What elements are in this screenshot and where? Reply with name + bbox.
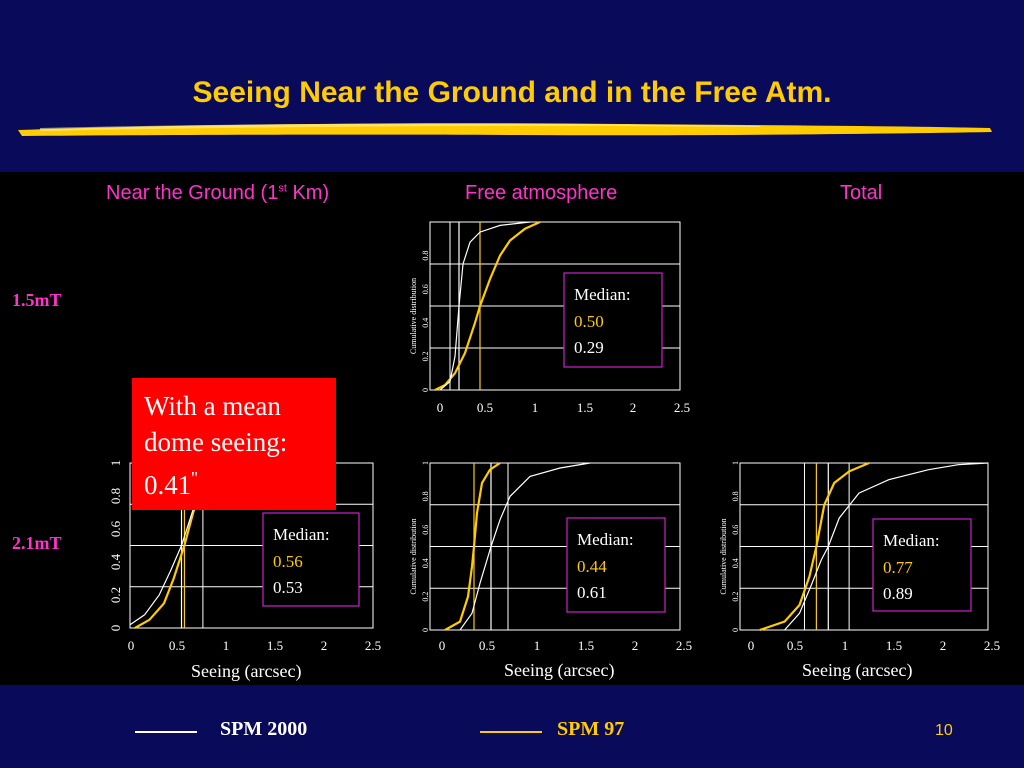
total-2.1mT-x-tick-label: 1.5 xyxy=(886,638,902,653)
free-atmosphere-1.5mT-x-tick-label: 0 xyxy=(437,400,444,415)
total-2.1mT-curve-spm-97 xyxy=(759,461,870,632)
near-ground-2.1mT-median-box xyxy=(262,512,360,607)
legend-label-spm97: SPM 97 xyxy=(557,718,625,740)
free-atmosphere-2.1mT-curve-spm-2000 xyxy=(459,462,591,631)
free-atmosphere-2.1mT-median-spm2000: 0.61 xyxy=(577,583,607,602)
near-ground-2.1mT-y-tick-label: 0.8 xyxy=(108,488,123,504)
free-atmosphere-2.1mT-y-tick-label: 1 xyxy=(421,461,430,465)
total-2.1mT-x-tick-label: 0.5 xyxy=(787,638,803,653)
free-atmosphere-1.5mT-y-tick-label: 0.2 xyxy=(421,351,430,361)
legend-line-spm97 xyxy=(480,731,542,733)
near-ground-2.1mT-x-tick-label: 2.5 xyxy=(365,638,381,653)
page-number: 10 xyxy=(935,722,953,739)
total-2.1mT-y-tick-label: 0 xyxy=(731,628,740,632)
near-ground-2.1mT-y-tick-label: 0 xyxy=(108,625,123,632)
free-atmosphere-1.5mT-median-spm2000: 0.29 xyxy=(574,338,604,357)
near-ground-2.1mT-y-tick-label: 1 xyxy=(108,460,123,467)
free-atmosphere-1.5mT-median-spm97: 0.50 xyxy=(574,312,604,331)
total-2.1mT-median-label: Median: xyxy=(883,531,940,550)
dome-seeing-callout: With a mean dome seeing: 0.41'' xyxy=(132,378,336,510)
legend-line-spm2000 xyxy=(135,731,197,733)
free-atmosphere-2.1mT-x-tick-label: 1.5 xyxy=(578,638,594,653)
total-2.1mT-y-tick-label: 0.2 xyxy=(731,592,740,602)
near-ground-2.1mT-x-tick-label: 1.5 xyxy=(267,638,283,653)
free-atmosphere-1.5mT-x-tick-label: 0.5 xyxy=(477,400,493,415)
free-atmosphere-1.5mT-y-axis-title: Cumulative distribution xyxy=(409,278,418,354)
total-2.1mT-median-spm2000: 0.89 xyxy=(883,584,913,603)
free-atmosphere-2.1mT-x-tick-label: 0.5 xyxy=(479,638,495,653)
total-2.1mT-y-tick-label: 0.4 xyxy=(731,558,740,568)
free-atmosphere-1.5mT-curve-spm-2000 xyxy=(439,221,531,391)
total-2.1mT-curve-spm-2000 xyxy=(784,462,989,631)
free-atmosphere-2.1mT-median-box xyxy=(566,517,666,613)
free-atmosphere-1.5mT-y-tick-label: 0.8 xyxy=(421,251,430,261)
near-ground-2.1mT-median-spm97: 0.56 xyxy=(273,552,303,571)
x-axis-title-total: Seeing (arcsec) xyxy=(796,658,919,683)
free-atmosphere-2.1mT-x-tick-label: 0 xyxy=(439,638,446,653)
free-atmosphere-1.5mT-median-box xyxy=(563,272,663,368)
total-2.1mT-x-tick-label: 0 xyxy=(748,638,755,653)
total-2.1mT-x-tick-label: 2.5 xyxy=(984,638,1000,653)
free-atmosphere-1.5mT-x-tick-label: 1.5 xyxy=(577,400,593,415)
near-ground-2.1mT-y-tick-label: 0.6 xyxy=(108,520,123,537)
total-2.1mT-median-box xyxy=(872,518,972,612)
total-2.1mT-y-tick-label: 0.6 xyxy=(731,525,740,535)
x-axis-title-near-ground: Seeing (arcsec) xyxy=(185,659,308,684)
free-atmosphere-2.1mT-median-label: Median: xyxy=(577,530,634,549)
total-2.1mT-median-spm97: 0.77 xyxy=(883,558,913,577)
near-ground-2.1mT-y-tick-label: 0.2 xyxy=(108,587,123,603)
column-header-near-ground: Near the Ground (1st Km) xyxy=(106,182,330,204)
free-atmosphere-2.1mT-y-tick-label: 0.6 xyxy=(421,525,430,535)
near-ground-2.1mT-x-tick-label: 1 xyxy=(223,638,230,653)
free-atmosphere-2.1mT-y-tick-label: 0.4 xyxy=(421,558,430,568)
free-atmosphere-2.1mT-y-axis-title: Cumulative distribution xyxy=(409,518,418,594)
free-atmosphere-1.5mT-y-tick-label: 0 xyxy=(421,388,430,392)
free-atmosphere-2.1mT-y-tick-label: 0 xyxy=(421,628,430,632)
near-ground-2.1mT-x-tick-label: 0 xyxy=(128,638,135,653)
free-atmosphere-2.1mT-x-tick-label: 2 xyxy=(632,638,639,653)
near-ground-2.1mT-median-spm2000: 0.53 xyxy=(273,578,303,597)
free-atmosphere-1.5mT-x-tick-label: 1 xyxy=(532,400,539,415)
total-2.1mT-y-axis-title: Cumulative distribution xyxy=(719,518,728,594)
total-2.1mT-x-tick-label: 1 xyxy=(842,638,849,653)
near-ground-2.1mT-median-label: Median: xyxy=(273,525,330,544)
legend-label-spm2000: SPM 2000 xyxy=(220,718,308,740)
column-header-free-atmosphere: Free atmosphere xyxy=(465,182,618,204)
free-atmosphere-2.1mT-median-spm97: 0.44 xyxy=(577,557,607,576)
row-label-1-5mT: 1.5mT xyxy=(12,290,62,310)
x-axis-title-free-atmosphere: Seeing (arcsec) xyxy=(498,658,621,683)
column-header-total: Total xyxy=(840,182,883,204)
free-atmosphere-1.5mT-y-tick-label: 0.6 xyxy=(421,284,430,294)
free-atmosphere-1.5mT-median-label: Median: xyxy=(574,285,631,304)
free-atmosphere-2.1mT-y-tick-label: 0.8 xyxy=(421,491,430,501)
free-atmosphere-1.5mT-x-tick-label: 2 xyxy=(630,400,637,415)
slide-title: Seeing Near the Ground and in the Free A… xyxy=(192,76,832,109)
near-ground-2.1mT-y-tick-label: 0.4 xyxy=(108,553,123,570)
near-ground-2.1mT-x-tick-label: 0.5 xyxy=(169,638,185,653)
title-underline-stroke xyxy=(18,123,992,136)
free-atmosphere-2.1mT-x-tick-label: 1 xyxy=(534,638,541,653)
free-atmosphere-1.5mT-x-tick-label: 2.5 xyxy=(674,400,690,415)
free-atmosphere-2.1mT-x-tick-label: 2.5 xyxy=(676,638,692,653)
row-label-2-1mT: 2.1mT xyxy=(12,533,62,553)
near-ground-2.1mT-x-tick-label: 2 xyxy=(321,638,328,653)
total-2.1mT-y-tick-label: 0.8 xyxy=(731,491,740,501)
free-atmosphere-2.1mT-y-tick-label: 0.2 xyxy=(421,592,430,602)
total-2.1mT-y-tick-label: 1 xyxy=(731,461,740,465)
free-atmosphere-2.1mT-curve-spm-97 xyxy=(444,462,501,631)
free-atmosphere-1.5mT-curve-spm-97 xyxy=(434,220,541,391)
free-atmosphere-1.5mT-y-tick-label: 0.4 xyxy=(421,318,430,328)
total-2.1mT-x-tick-label: 2 xyxy=(940,638,947,653)
